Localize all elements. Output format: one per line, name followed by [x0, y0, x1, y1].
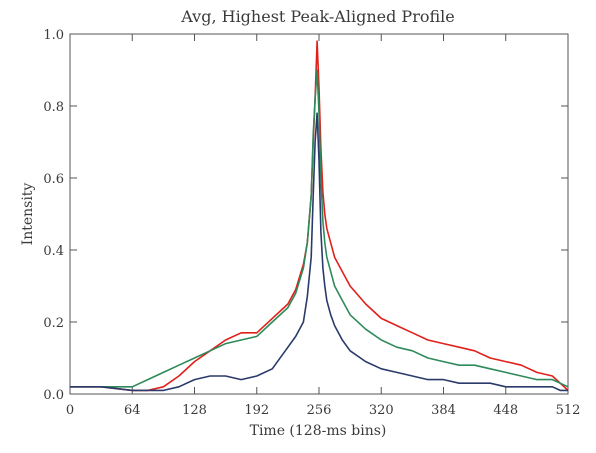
x-tick-label: 512 — [556, 403, 581, 418]
y-axis: 0.0 0.2 0.4 0.6 0.8 1.0 — [43, 28, 568, 403]
x-tick-label: 320 — [369, 403, 394, 418]
y-tick-label: 0.0 — [43, 388, 64, 403]
y-tick-label: 0.2 — [43, 316, 64, 331]
series-line-2 — [70, 69, 569, 388]
x-tick-label: 448 — [493, 403, 518, 418]
y-tick-label: 1.0 — [43, 28, 64, 43]
y-tick-label: 0.8 — [43, 100, 64, 115]
x-tick-label: 256 — [307, 403, 332, 418]
x-tick-label: 64 — [124, 403, 141, 418]
x-tick-label: 384 — [431, 403, 456, 418]
series-group — [70, 40, 569, 392]
x-tick-label: 192 — [244, 403, 269, 418]
x-tick-label: 0 — [66, 403, 74, 418]
y-tick-label: 0.4 — [43, 244, 64, 259]
series-line-3 — [70, 112, 568, 392]
x-tick-label: 128 — [182, 403, 207, 418]
series-line-1 — [70, 40, 569, 392]
y-tick-label: 0.6 — [43, 172, 64, 187]
y-axis-label: Intensity — [20, 183, 36, 246]
x-axis-label: Time (128-ms bins) — [250, 423, 387, 439]
x-axis: 0 64 128 192 256 320 384 448 512 — [66, 34, 581, 418]
chart-title: Avg, Highest Peak-Aligned Profile — [180, 7, 454, 26]
